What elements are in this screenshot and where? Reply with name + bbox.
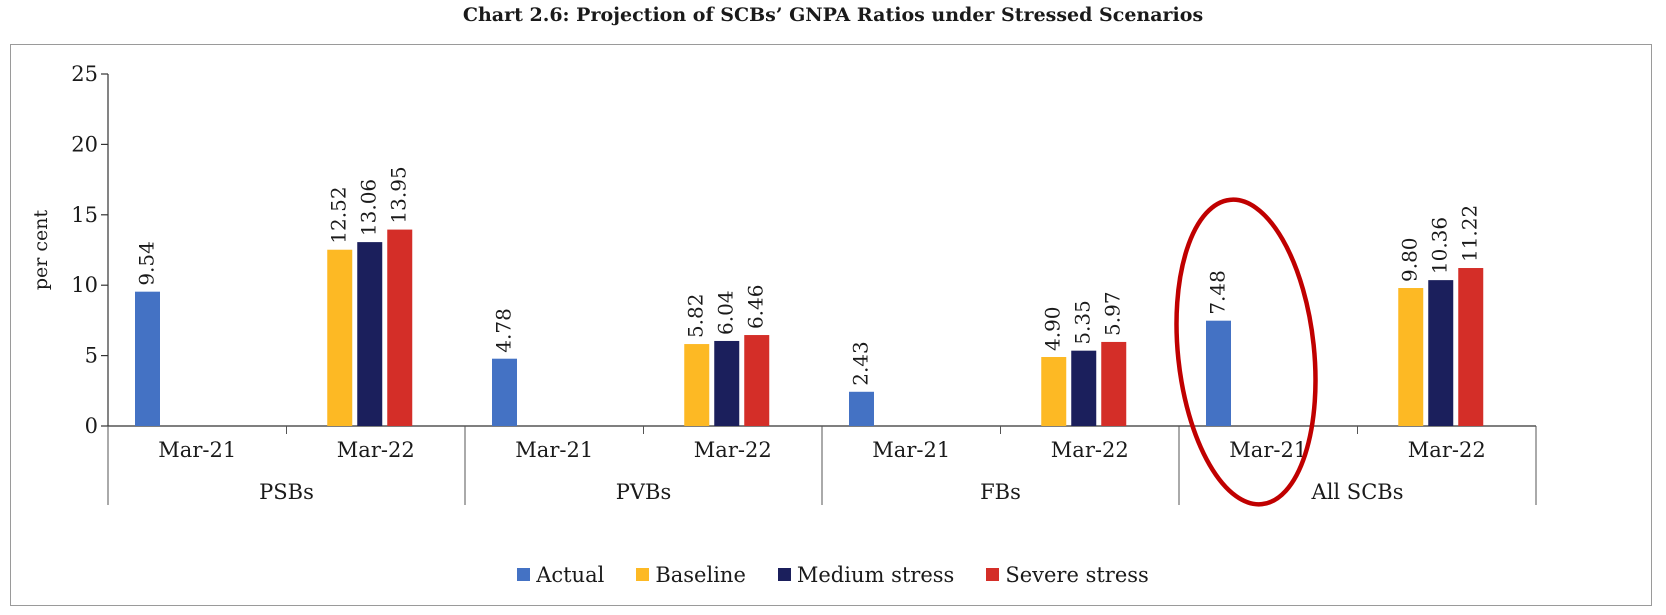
annotation-ellipse (1174, 197, 1318, 507)
legend-swatch (517, 568, 531, 581)
bar-severe-stress (744, 335, 770, 426)
bar-value-label: 11.22 (1458, 205, 1482, 262)
x-period-label: Mar-22 (694, 438, 772, 462)
bar-severe-stress (1458, 268, 1484, 426)
bar-value-label: 2.43 (849, 341, 873, 386)
x-period-label: Mar-21 (1229, 438, 1307, 462)
bar-actual (1206, 320, 1231, 426)
x-period-label: Mar-22 (1051, 438, 1129, 462)
bar-value-label: 6.46 (744, 285, 768, 330)
bar-baseline (684, 344, 710, 426)
bar-baseline (327, 249, 353, 426)
bar-value-label: 13.95 (387, 166, 411, 223)
legend-label: Medium stress (796, 562, 955, 587)
bar-value-label: 6.04 (714, 290, 738, 335)
bar-severe-stress (387, 229, 413, 426)
bar-baseline (1041, 357, 1067, 426)
bar-value-label: 12.52 (327, 186, 351, 243)
bar-baseline (1398, 288, 1424, 426)
bar-value-label: 4.78 (492, 308, 516, 353)
x-group-label: PVBs (616, 480, 672, 504)
bar-actual (135, 291, 160, 426)
legend-label: Baseline (655, 562, 746, 587)
y-tick-label: 25 (71, 62, 98, 86)
legend-item-medium-stress: Medium stress (777, 562, 955, 587)
x-period-label: Mar-21 (872, 438, 950, 462)
x-period-label: Mar-21 (515, 438, 593, 462)
x-group-label: FBs (980, 480, 1021, 504)
bar-medium-stress (1071, 350, 1097, 426)
y-tick-label: 20 (71, 132, 98, 156)
y-tick-label: 10 (71, 273, 98, 297)
bar-value-label: 5.97 (1101, 291, 1125, 336)
bar-value-label: 7.48 (1206, 270, 1230, 315)
bar-severe-stress (1101, 341, 1127, 426)
bar-medium-stress (714, 340, 740, 426)
chart-frame (10, 44, 1652, 606)
x-period-label: Mar-22 (1408, 438, 1486, 462)
bar-value-label: 5.35 (1071, 300, 1095, 345)
bar-value-label: 13.06 (357, 179, 381, 236)
bar-value-label: 9.54 (135, 241, 159, 286)
y-tick-label: 15 (71, 203, 98, 227)
legend-label: Severe stress (1005, 562, 1149, 587)
legend-swatch (636, 568, 650, 581)
x-group-label: PSBs (259, 480, 314, 504)
legend-item-severe-stress: Severe stress (986, 562, 1149, 587)
chart-title: Chart 2.6: Projection of SCBs’ GNPA Rati… (462, 4, 1204, 26)
legend-item-baseline: Baseline (636, 563, 746, 587)
legend-item-actual: Actual (517, 563, 604, 587)
legend-label: Actual (536, 562, 605, 587)
bar-value-label: 10.36 (1428, 217, 1452, 274)
legend-swatch (986, 568, 1000, 581)
bar-value-label: 9.80 (1398, 237, 1422, 282)
x-group-label: All SCBs (1311, 480, 1404, 504)
bar-actual (492, 358, 517, 426)
legend-swatch (777, 568, 791, 581)
bar-medium-stress (357, 242, 383, 426)
bar-actual (849, 391, 874, 426)
x-period-label: Mar-21 (158, 438, 236, 462)
y-tick-label: 0 (85, 414, 98, 438)
bar-medium-stress (1428, 280, 1454, 426)
bar-value-label: 5.82 (684, 294, 708, 339)
y-tick-label: 5 (85, 344, 98, 368)
y-axis-label: per cent (30, 209, 52, 290)
x-period-label: Mar-22 (337, 438, 415, 462)
legend: Actual Baseline Medium stress Severe stress (0, 562, 1666, 587)
bar-value-label: 4.90 (1041, 306, 1065, 351)
